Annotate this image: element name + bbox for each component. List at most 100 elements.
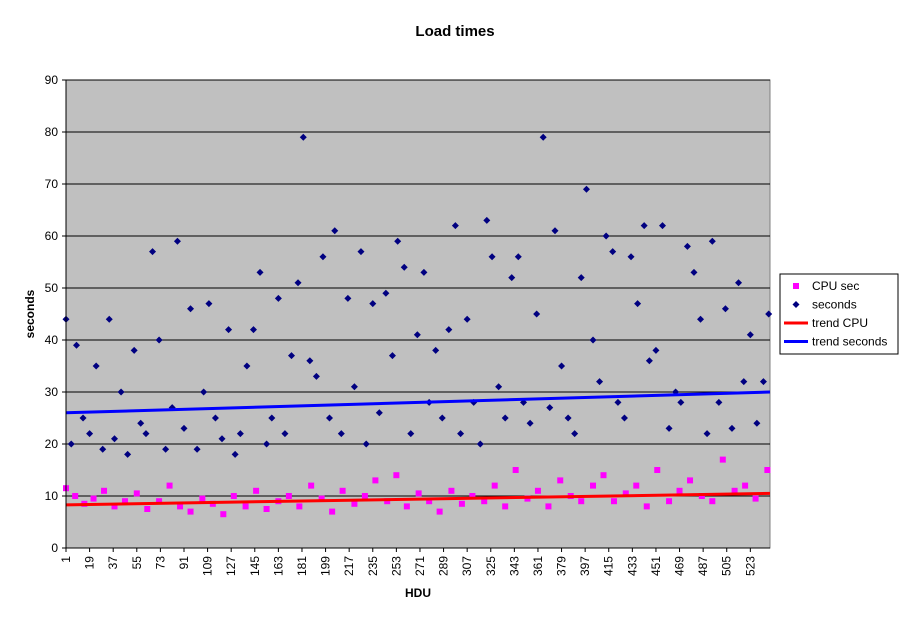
data-point	[372, 477, 379, 484]
data-point	[218, 435, 226, 443]
data-point	[173, 237, 181, 245]
data-point	[351, 500, 358, 507]
data-point	[124, 450, 132, 458]
y-tick-label: 90	[45, 73, 59, 87]
data-point	[230, 493, 237, 499]
trend-line	[65, 390, 771, 415]
data-point	[420, 268, 428, 276]
legend-item: trend CPU	[784, 316, 868, 330]
data-point	[445, 326, 453, 334]
chart-title: Load times	[415, 23, 494, 40]
data-point	[79, 414, 87, 422]
data-point	[344, 294, 352, 302]
legend-label: trend CPU	[812, 316, 868, 330]
series-trend-cpu	[65, 491, 771, 507]
data-point	[231, 450, 239, 458]
x-tick-label: 145	[248, 556, 262, 576]
legend-label: seconds	[812, 298, 857, 312]
legend-item: trend seconds	[784, 335, 887, 349]
x-tick-label: 217	[342, 556, 356, 576]
trend-line	[65, 491, 771, 507]
data-point	[683, 242, 691, 250]
data-point	[731, 487, 738, 494]
data-point	[534, 487, 541, 494]
series-layer	[62, 133, 773, 518]
data-point	[105, 315, 113, 323]
data-point	[166, 482, 173, 489]
data-point	[432, 346, 440, 354]
data-point	[415, 490, 422, 497]
x-tick-label: 1	[59, 556, 73, 563]
data-point	[610, 498, 617, 505]
data-point	[488, 253, 496, 261]
data-point	[263, 506, 270, 512]
data-point	[236, 430, 244, 438]
data-point	[319, 253, 327, 261]
data-point	[384, 498, 391, 505]
y-tick-label: 0	[51, 541, 58, 555]
legend: CPU sec seconds trend CPU trend seconds	[779, 273, 899, 355]
y-tick-label: 10	[45, 489, 59, 503]
data-point	[306, 357, 314, 365]
x-tick-label: 361	[531, 556, 545, 576]
data-point	[329, 508, 336, 515]
data-point	[357, 248, 365, 256]
x-tick-label: 253	[389, 556, 403, 576]
x-tick-label: 343	[507, 556, 521, 576]
data-point	[512, 467, 519, 473]
y-axis-ticks: 0 10 20 30 40 50 60 70 80 90	[45, 73, 66, 555]
data-point	[481, 498, 488, 505]
data-point	[111, 435, 119, 443]
data-point	[117, 388, 125, 396]
x-tick-label: 73	[153, 556, 167, 570]
data-point	[578, 498, 585, 505]
data-point	[746, 331, 754, 339]
data-point	[539, 133, 547, 141]
data-point	[458, 500, 465, 507]
y-tick-label: 70	[45, 177, 59, 191]
x-tick-label: 415	[602, 556, 616, 576]
x-tick-label: 235	[366, 556, 380, 576]
data-point	[220, 511, 227, 518]
x-axis-ticks: 1 19 37 55 73 91 109 127 145 163 181 199 217 235 253 27…	[59, 548, 757, 576]
x-tick-label: 19	[83, 556, 97, 570]
data-point	[740, 378, 748, 386]
data-point	[111, 503, 118, 510]
data-point	[709, 498, 716, 505]
data-point	[571, 430, 579, 438]
data-point	[413, 331, 421, 339]
data-point	[426, 498, 433, 505]
data-point	[765, 310, 773, 318]
data-point	[156, 498, 163, 505]
data-point	[677, 398, 685, 406]
data-point	[483, 216, 491, 224]
data-point	[622, 490, 629, 497]
series-trend-seconds	[65, 390, 771, 415]
data-point	[436, 508, 443, 515]
x-tick-label: 55	[130, 556, 144, 570]
data-point	[72, 493, 79, 499]
data-point	[403, 503, 410, 510]
x-tick-label: 307	[460, 556, 474, 576]
data-point	[564, 414, 572, 422]
data-point	[274, 294, 282, 302]
data-point	[719, 456, 726, 463]
data-point	[627, 253, 635, 261]
data-point	[643, 503, 650, 510]
x-tick-label: 433	[625, 556, 639, 576]
x-tick-label: 523	[743, 556, 757, 576]
data-point	[350, 383, 358, 391]
data-point	[491, 482, 498, 489]
data-point	[545, 503, 552, 510]
data-point	[654, 467, 661, 473]
data-point	[551, 227, 559, 235]
data-point	[394, 237, 402, 245]
data-point	[90, 495, 97, 502]
series-seconds	[62, 133, 773, 458]
data-point	[469, 493, 476, 499]
x-tick-label: 91	[177, 556, 191, 570]
data-point	[640, 222, 648, 230]
data-point	[72, 341, 80, 349]
data-point	[690, 268, 698, 276]
